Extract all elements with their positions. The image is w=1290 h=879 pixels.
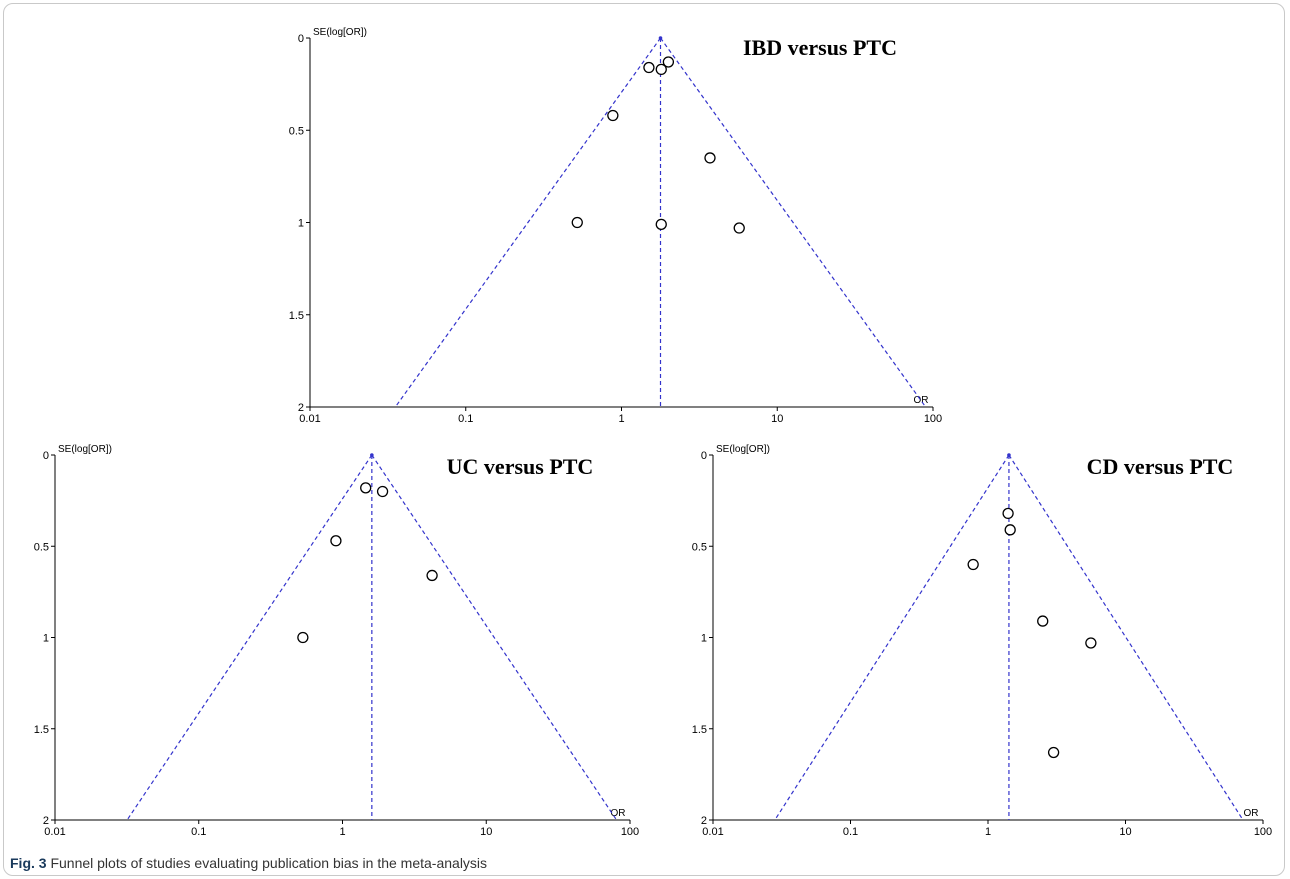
x-tick-label: 10 [1119, 826, 1131, 838]
study-point [607, 109, 619, 122]
y-axis-label: SE(log[OR]) [58, 444, 112, 455]
study-point [704, 152, 716, 164]
funnel-right-limit [371, 454, 618, 821]
x-tick-label: 0.01 [702, 826, 723, 838]
y-tick-label: 0 [298, 33, 304, 45]
study-point [662, 56, 675, 68]
study-point [1085, 637, 1097, 649]
y-tick-label: 1 [298, 218, 304, 230]
study-point [360, 482, 372, 494]
x-tick-label: 1 [339, 826, 345, 838]
y-tick-label: 1 [701, 633, 707, 645]
y-tick-label: 2 [701, 815, 707, 827]
y-tick-label: 1.5 [289, 310, 304, 322]
x-axis-label: OR [611, 808, 626, 819]
x-axis-label: OR [914, 395, 929, 406]
funnel-apex-dot [658, 36, 663, 40]
funnel-apex-dot [370, 453, 374, 457]
x-tick-label: 10 [771, 413, 783, 425]
x-tick-label: 1 [985, 826, 991, 838]
funnel-right-limit [660, 37, 927, 408]
y-tick-label: 0.5 [34, 541, 49, 553]
chart-title: CD versus PTC [1087, 454, 1234, 479]
y-tick-label: 1.5 [34, 724, 49, 736]
funnel-apex-dot [1007, 453, 1011, 457]
study-point [297, 631, 309, 644]
chart-title: IBD versus PTC [743, 35, 897, 60]
x-tick-label: 1 [618, 413, 624, 425]
y-tick-label: 0.5 [692, 541, 707, 553]
x-tick-label: 10 [480, 826, 492, 838]
x-axis-label: OR [1244, 808, 1259, 819]
x-tick-label: 100 [1254, 826, 1272, 838]
x-tick-label: 0.1 [191, 826, 206, 838]
y-axis-label: SE(log[OR]) [716, 444, 770, 455]
x-tick-label: 0.01 [44, 826, 65, 838]
funnel-left-limit [394, 37, 661, 408]
y-tick-label: 0 [43, 450, 49, 462]
funnel-left-limit [774, 454, 1010, 821]
y-axis-label: SE(log[OR]) [313, 27, 367, 38]
y-tick-label: 0.5 [289, 125, 304, 137]
y-tick-label: 0 [701, 450, 707, 462]
study-point [655, 63, 667, 76]
study-point [376, 485, 389, 498]
x-tick-label: 0.1 [843, 826, 858, 838]
figure-caption: Fig. 3 Funnel plots of studies evaluatin… [10, 855, 487, 871]
study-point [426, 569, 438, 582]
study-point [643, 61, 655, 74]
y-tick-label: 2 [298, 402, 304, 414]
study-point [733, 222, 745, 234]
x-tick-label: 0.1 [458, 413, 473, 425]
figure-caption-label: Fig. 3 [10, 855, 47, 871]
y-tick-label: 1.5 [692, 724, 707, 736]
x-tick-label: 0.01 [299, 413, 320, 425]
x-tick-label: 100 [621, 826, 639, 838]
study-point [655, 218, 667, 230]
study-point [571, 216, 583, 229]
figure-frame [3, 3, 1285, 876]
study-point [967, 558, 979, 571]
study-point [1047, 746, 1060, 759]
chart-title: UC versus PTC [447, 454, 594, 479]
x-tick-label: 100 [924, 413, 942, 425]
figure-caption-text: Funnel plots of studies evaluating publi… [50, 855, 488, 871]
funnel-right-limit [1008, 454, 1244, 821]
study-point [1037, 615, 1049, 627]
study-point [1002, 507, 1014, 520]
study-point [330, 535, 342, 547]
funnel-left-limit [126, 454, 373, 821]
study-point [1004, 524, 1016, 536]
y-tick-label: 2 [43, 815, 49, 827]
y-tick-label: 1 [43, 633, 49, 645]
